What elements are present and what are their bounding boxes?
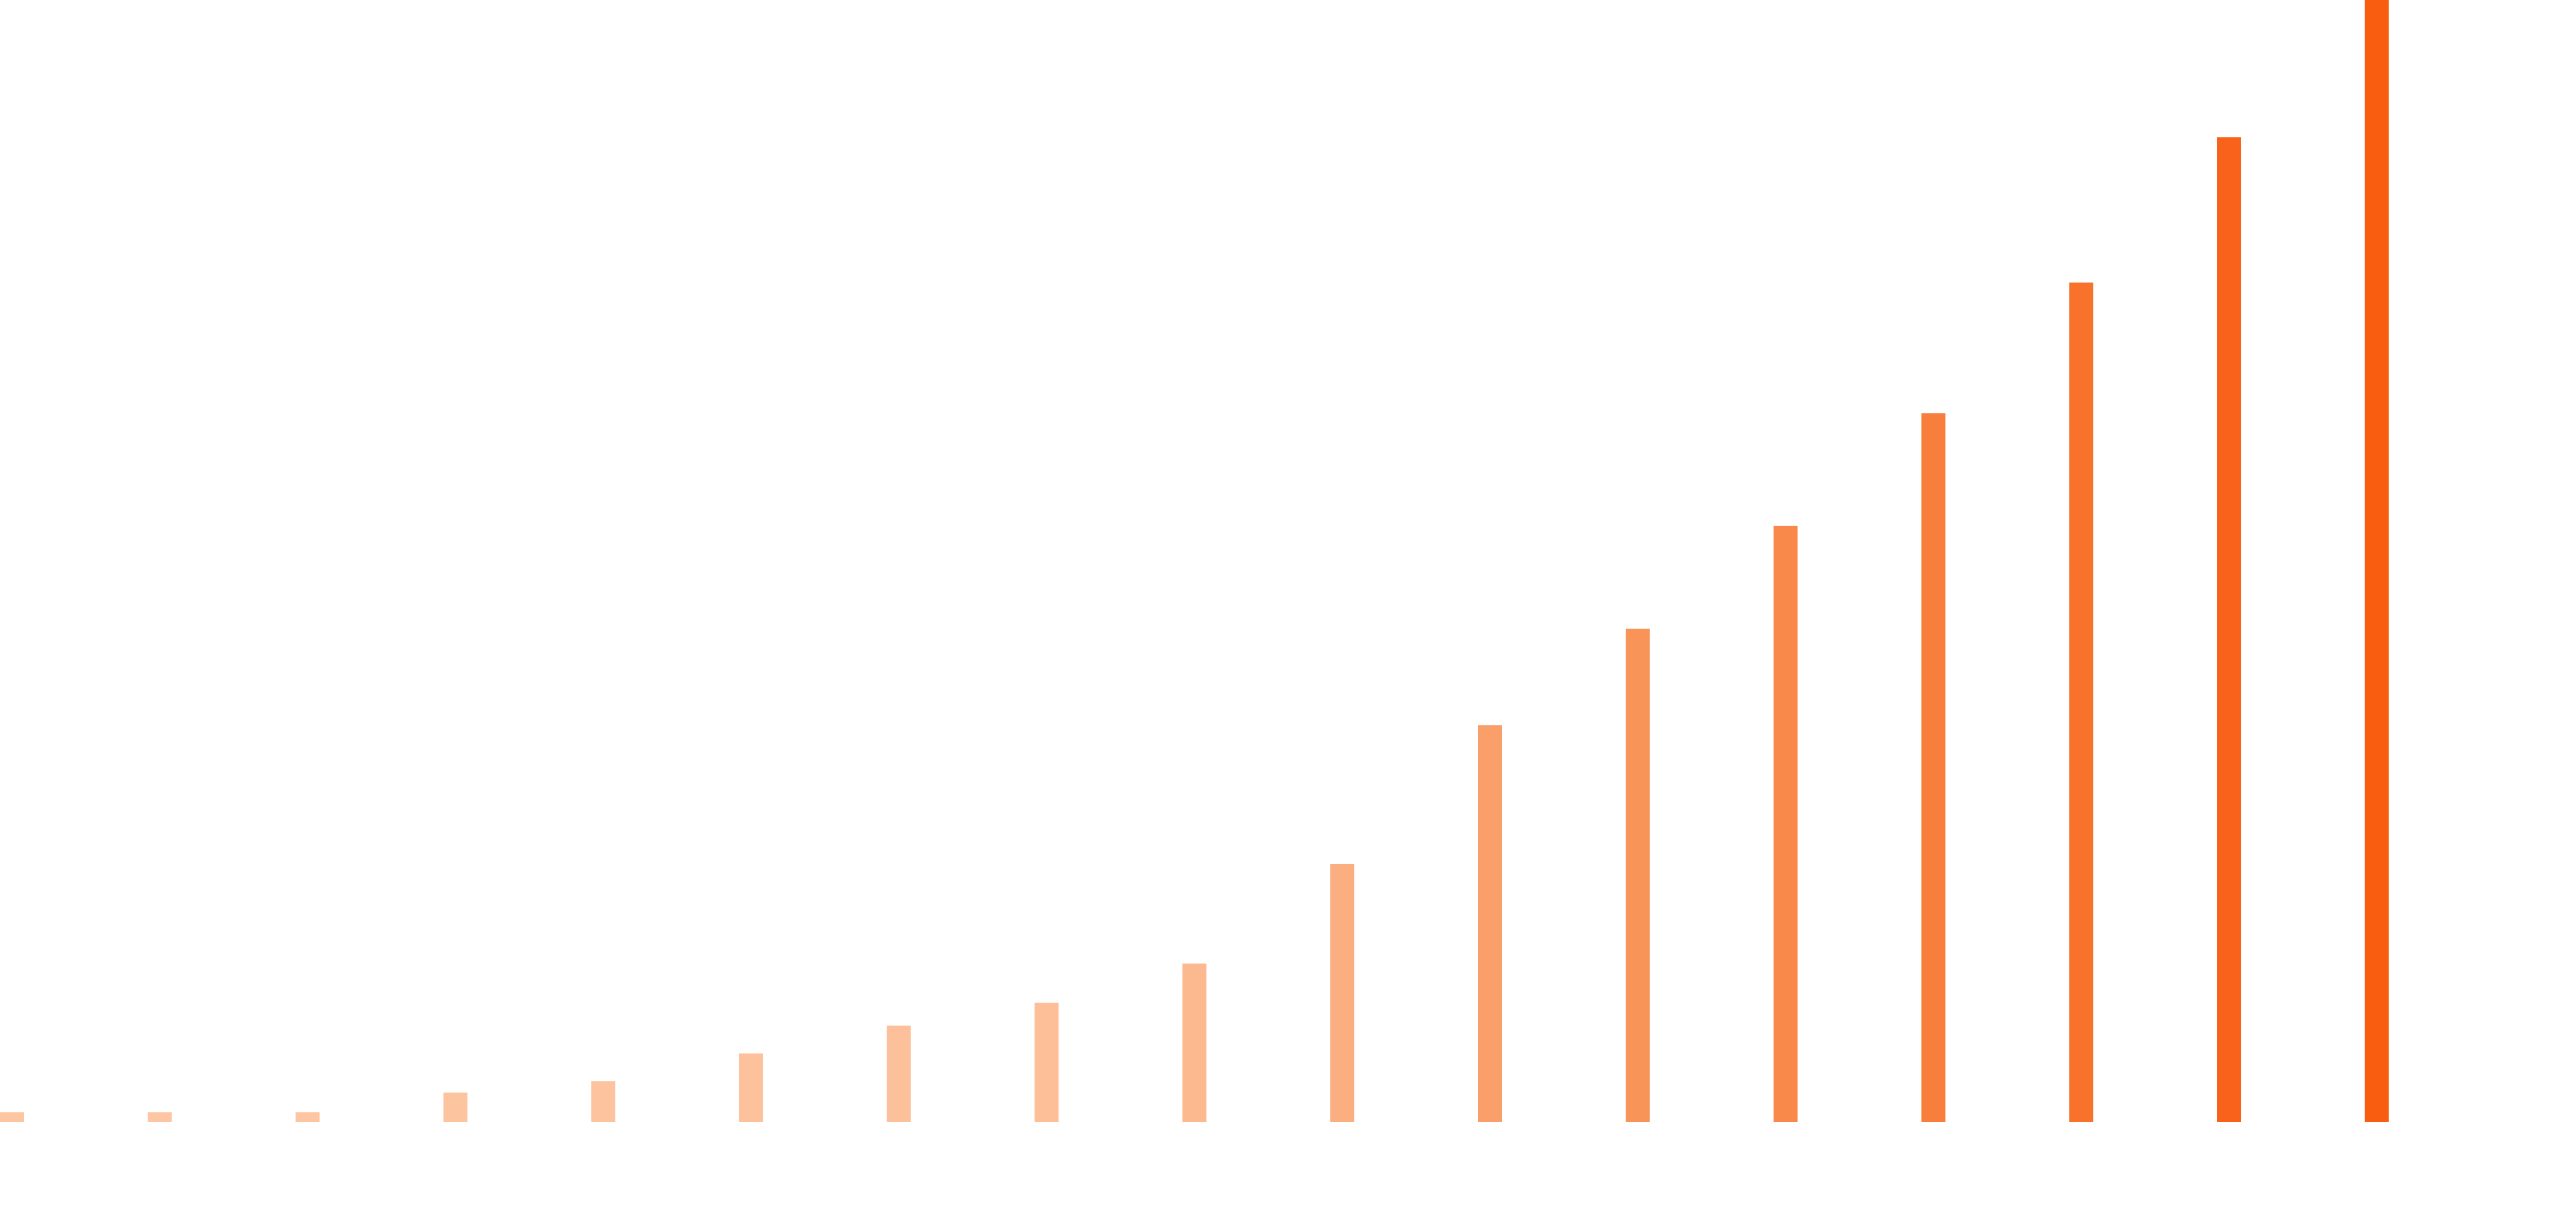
bar xyxy=(591,1081,616,1122)
bar xyxy=(0,1112,24,1122)
bar xyxy=(443,1092,468,1122)
bar xyxy=(1773,525,1798,1122)
bar xyxy=(1921,413,1946,1122)
bar xyxy=(739,1053,763,1122)
bar xyxy=(1478,725,1502,1122)
bar xyxy=(2364,0,2389,1122)
bar xyxy=(886,1025,911,1122)
bar xyxy=(1182,963,1207,1122)
bar xyxy=(1330,863,1355,1122)
bar xyxy=(147,1112,172,1122)
bar xyxy=(1625,628,1650,1122)
bar xyxy=(2069,282,2094,1122)
bar xyxy=(1034,1002,1059,1122)
bar xyxy=(2217,137,2241,1123)
bar xyxy=(295,1112,320,1122)
